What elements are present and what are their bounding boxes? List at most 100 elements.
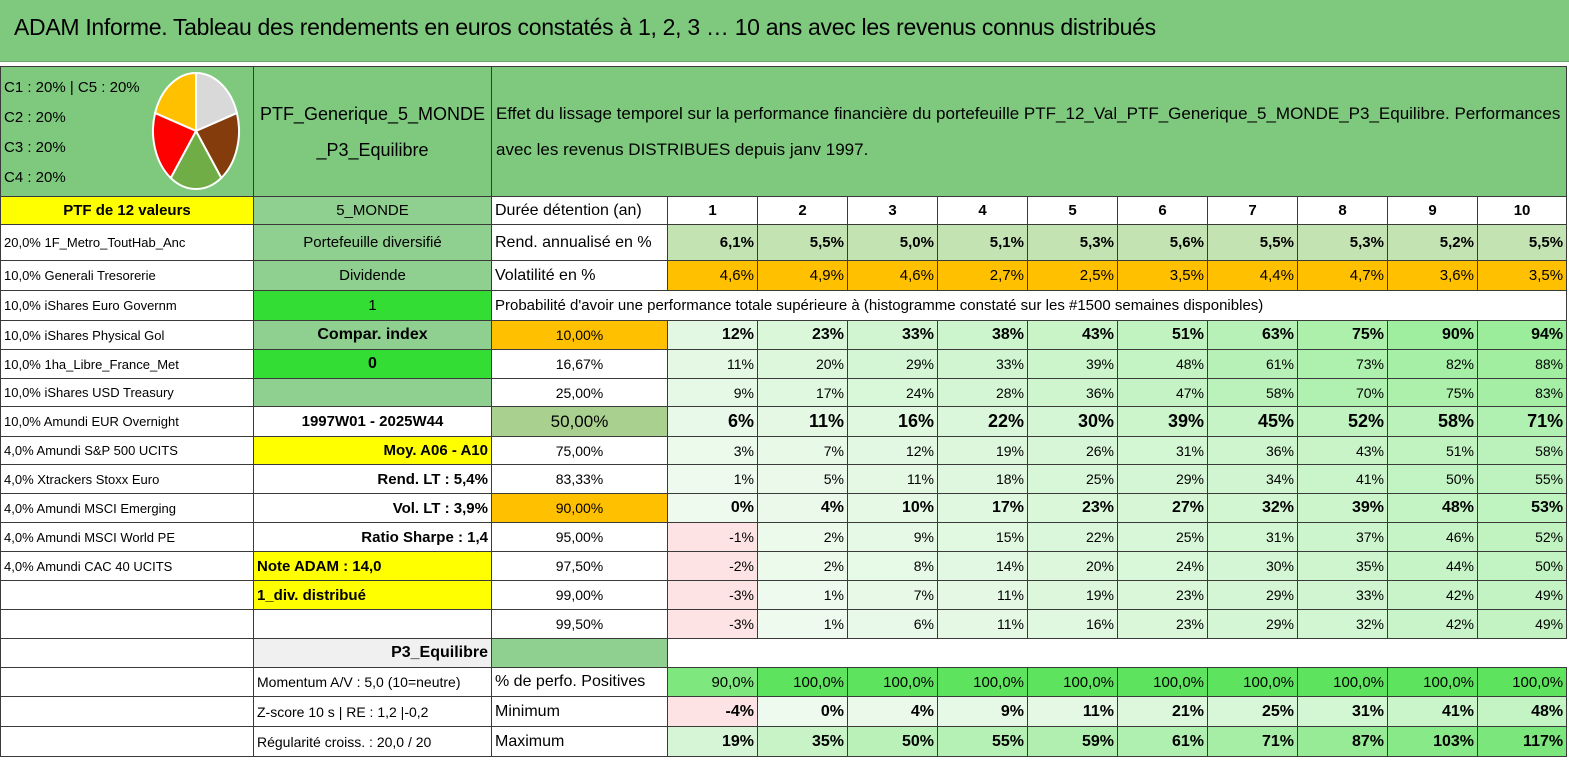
table-row: 4,0% Xtrackers Stoxx Euro Rend. LT : 5,4%… [0, 464, 1568, 494]
prob-threshold: 25,00% [491, 378, 668, 407]
vol-value: 3,5% [1117, 260, 1208, 291]
prob-value: -2% [667, 551, 758, 581]
empty-cell [0, 726, 254, 757]
prob-value: 58% [1387, 406, 1478, 437]
prob-value: 4% [757, 493, 848, 523]
pie-label: C4 : 20% [4, 169, 66, 186]
prob-value: 45% [1207, 406, 1298, 437]
year-header: 6 [1117, 196, 1208, 225]
prob-value: 32% [1297, 609, 1388, 639]
prob-value: 7% [847, 580, 938, 610]
prob-value: 19% [937, 436, 1028, 465]
holding-item [0, 580, 254, 610]
min-value: 9% [937, 696, 1028, 727]
ptf-count-label: PTF de 12 valeurs [0, 196, 254, 225]
empty-cell [1388, 639, 1478, 668]
table-row: 99,50% -3% 1% 6% 11% 16% 23% 29% 32% 42% 49% [0, 609, 1568, 639]
prob-value: 2% [757, 551, 848, 581]
holding-item: 10,0% iShares Physical Gol [0, 320, 254, 350]
pos-value: 90,0% [667, 667, 758, 697]
prob-value: 0% [667, 493, 758, 523]
min-value: 21% [1117, 696, 1208, 727]
prob-value: 29% [1207, 580, 1298, 610]
max-label: Maximum [491, 726, 668, 757]
rend-value: 5,5% [757, 224, 848, 261]
holding-item: 4,0% Xtrackers Stoxx Euro [0, 464, 254, 494]
prob-value: 10% [847, 493, 938, 523]
compar-label: Compar. index [253, 320, 492, 350]
prob-value: 36% [1207, 436, 1298, 465]
prob-value: 9% [667, 378, 758, 407]
holding-item: 4,0% Amundi S&P 500 UCITS [0, 436, 254, 465]
table-row: 4,0% Amundi S&P 500 UCITS Moy. A06 - A10 7… [0, 436, 1568, 465]
prob-value: 46% [1387, 522, 1478, 552]
vol-value: 3,5% [1476, 260, 1568, 291]
rend-value: 5,6% [1117, 224, 1208, 261]
table-row: 4,0% Amundi MSCI World PE Ratio Sharpe : … [0, 522, 1568, 552]
dividend-value: 1 [253, 290, 492, 321]
prob-value: 23% [757, 320, 848, 350]
prob-value: 43% [1027, 320, 1118, 350]
table-row: 10,0% Generali Tresorerie Dividende Volati… [0, 260, 1568, 291]
year-header: 3 [847, 196, 938, 225]
vol-value: 2,7% [937, 260, 1028, 291]
prob-value: 51% [1387, 436, 1478, 465]
empty-cell [1478, 639, 1567, 668]
profile-label: P3_Equilibre [253, 638, 492, 668]
empty-cell [668, 639, 758, 668]
prob-value: 30% [1027, 406, 1118, 437]
empty-cell [253, 378, 492, 407]
year-header: 9 [1387, 196, 1478, 225]
prob-value: 3% [667, 436, 758, 465]
vol-value: 4,7% [1297, 260, 1388, 291]
prob-value: 1% [757, 609, 848, 639]
prob-threshold: 99,50% [491, 609, 668, 639]
prob-value: 33% [1297, 580, 1388, 610]
pos-value: 100,0% [1476, 667, 1568, 697]
empty-cell [0, 667, 254, 697]
prob-value: 94% [1476, 320, 1568, 350]
min-value: 11% [1027, 696, 1118, 727]
prob-value: 29% [847, 349, 938, 379]
prob-value: 11% [757, 406, 848, 437]
prob-value: 50% [1387, 464, 1478, 494]
empty-cell [1477, 290, 1568, 321]
empty-cell [0, 696, 254, 727]
min-value: -4% [667, 696, 758, 727]
prob-value: 29% [1207, 609, 1298, 639]
prob-value: 14% [937, 551, 1028, 581]
dividend-label: Dividende [253, 260, 492, 291]
table-row: Z-score 10 s | RE : 1,2 |-0,2 Minimum -4% 0… [0, 696, 1568, 727]
prob-value: 22% [937, 406, 1028, 437]
prob-value: 20% [1027, 551, 1118, 581]
prob-value: 83% [1476, 378, 1568, 407]
zone-label: 5_MONDE [253, 196, 492, 225]
table-row: 10,0% iShares Euro Governm 1 Probabilité d… [0, 290, 1568, 321]
prob-value: 5% [757, 464, 848, 494]
pos-value: 100,0% [847, 667, 938, 697]
compar-value: 0 [253, 349, 492, 379]
holding-item: 10,0% iShares Euro Governm [0, 290, 254, 321]
table-row: 4,0% Amundi MSCI Emerging Vol. LT : 3,9% 9… [0, 493, 1568, 523]
year-header: 4 [937, 196, 1028, 225]
holding-item: 4,0% Amundi CAC 40 UCITS [0, 551, 254, 581]
prob-threshold: 75,00% [491, 436, 668, 465]
prob-value: 37% [1297, 522, 1388, 552]
min-value: 25% [1207, 696, 1298, 727]
prob-value: -3% [667, 609, 758, 639]
prob-value: 38% [937, 320, 1028, 350]
table-row: 4,0% Amundi CAC 40 UCITS Note ADAM : 14,0… [0, 551, 1568, 581]
max-value: 59% [1027, 726, 1118, 757]
vol-value: 4,6% [667, 260, 758, 291]
year-header: 2 [757, 196, 848, 225]
prob-value: 6% [667, 406, 758, 437]
table-row: 1_div. distribué 99,00% -3% 1% 7% 11% 19% 23% 29… [0, 580, 1568, 610]
min-value: 0% [757, 696, 848, 727]
vol-value: 2,5% [1027, 260, 1118, 291]
table-row: 20,0% 1F_Metro_ToutHab_Anc Portefeuille d… [0, 224, 1568, 261]
pie-labels: C1 : 20% | C5 : 20% C2 : 20% C3 : 20% C4 : … [4, 73, 140, 193]
table-row: Momentum A/V : 5,0 (10=neutre)% de perfo… [0, 667, 1568, 697]
prob-value: 12% [667, 320, 758, 350]
min-value: 31% [1297, 696, 1388, 727]
holding-item: 20,0% 1F_Metro_ToutHab_Anc [0, 224, 254, 261]
